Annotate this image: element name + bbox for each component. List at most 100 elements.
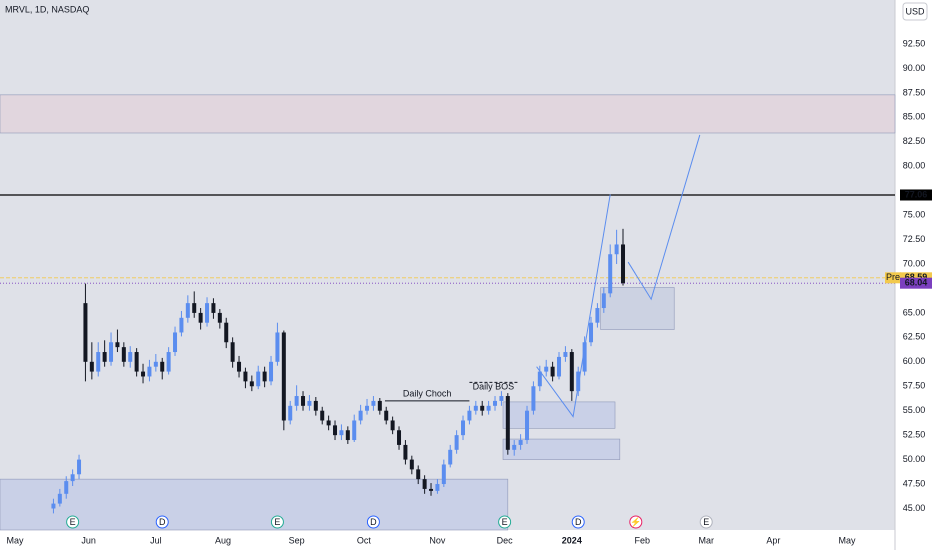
y-tick-label: 57.50 xyxy=(903,381,926,391)
candle-body xyxy=(390,420,395,431)
candle-body xyxy=(121,347,126,362)
x-tick-label: Oct xyxy=(357,535,372,545)
candle-body xyxy=(51,503,56,509)
candle-body xyxy=(377,400,382,411)
candle-body xyxy=(249,381,254,387)
y-tick-label: 82.50 xyxy=(903,136,926,146)
candle-body xyxy=(173,332,178,353)
x-tick-label: Nov xyxy=(429,535,446,545)
price-badge-value: 68.59 xyxy=(905,272,928,282)
candle-body xyxy=(64,481,69,494)
candle-body xyxy=(128,352,133,362)
candle-body xyxy=(96,352,101,372)
candle-body xyxy=(505,396,510,450)
candle-body xyxy=(582,342,587,372)
event-marker xyxy=(571,515,585,529)
badge-tag xyxy=(885,272,901,284)
candle-body xyxy=(429,488,434,491)
x-tick-label: Feb xyxy=(634,535,650,545)
structure-label: Daily BOS xyxy=(473,382,515,392)
plot-background xyxy=(0,0,895,530)
candle-body xyxy=(326,420,331,426)
x-tick-label: May xyxy=(838,535,856,545)
candle-body xyxy=(589,322,594,343)
candle-body xyxy=(493,400,498,406)
candle-body xyxy=(192,303,197,313)
candle-body xyxy=(237,361,242,372)
candle-body xyxy=(77,459,82,475)
event-label: E xyxy=(70,517,76,527)
candle-body xyxy=(294,396,299,406)
candle-body xyxy=(166,352,171,372)
candle-body xyxy=(416,469,421,480)
candle-body xyxy=(262,371,267,382)
x-tick-label: Dec xyxy=(497,535,514,545)
y-tick-label: 62.50 xyxy=(903,332,926,342)
candle-body xyxy=(409,459,414,470)
y-tick-label: 55.00 xyxy=(903,405,926,415)
candle-body xyxy=(83,303,88,362)
currency-box[interactable] xyxy=(902,2,928,21)
y-tick-label: 45.00 xyxy=(903,503,926,513)
candle-body xyxy=(435,484,440,491)
candle-body xyxy=(160,361,165,372)
candle-body xyxy=(601,293,606,309)
candle-body xyxy=(230,342,235,362)
x-tick-label: 2024 xyxy=(562,535,582,545)
candle-body xyxy=(345,430,350,441)
candle-body xyxy=(352,420,357,441)
candle-body xyxy=(109,342,114,362)
candle-body xyxy=(288,405,293,421)
candle-body xyxy=(205,303,210,323)
y-tick-label: 47.50 xyxy=(903,478,926,488)
y-tick-label: 85.00 xyxy=(903,112,926,122)
currency: USD xyxy=(905,6,925,16)
x-tick-label: Sep xyxy=(289,535,305,545)
y-tick-label: 70.00 xyxy=(903,258,926,268)
candle-body xyxy=(217,312,222,323)
candle-body xyxy=(141,371,146,377)
candle-body xyxy=(115,342,120,348)
candle-body xyxy=(224,322,229,343)
time-axis xyxy=(0,530,895,550)
event-marker xyxy=(155,515,169,529)
candle-body xyxy=(269,361,274,382)
badge-tag-label: Pre xyxy=(886,272,900,282)
candle-body xyxy=(89,361,94,372)
candle-body xyxy=(563,352,568,357)
zone xyxy=(502,401,616,429)
symbol-title: MRVL, 1D, NASDAQ xyxy=(5,4,89,14)
candle-body xyxy=(70,474,75,482)
candle-body xyxy=(608,254,613,294)
event-marker xyxy=(366,515,380,529)
candle-body xyxy=(320,410,325,421)
x-tick-label: Jul xyxy=(150,535,162,545)
zone xyxy=(600,287,675,330)
event-label: E xyxy=(274,517,280,527)
candle-body xyxy=(102,352,107,362)
event-marker xyxy=(498,515,512,529)
candle-body xyxy=(384,410,389,421)
candle-body xyxy=(557,356,562,377)
y-tick-label: 87.50 xyxy=(903,87,926,97)
candle-body xyxy=(313,400,318,411)
event-label: E xyxy=(502,517,508,527)
candle-body xyxy=(621,244,626,284)
y-tick-label: 75.00 xyxy=(903,210,926,220)
y-tick-label: 50.00 xyxy=(903,454,926,464)
candle-body xyxy=(544,366,549,372)
event-label: E xyxy=(703,517,709,527)
event-marker xyxy=(270,515,284,529)
candle-body xyxy=(480,405,485,411)
y-tick-label: 72.50 xyxy=(903,234,926,244)
projection-path xyxy=(536,194,611,418)
candle-body xyxy=(422,479,427,489)
candle-body xyxy=(525,410,530,441)
candle-body xyxy=(358,410,363,421)
candle-body xyxy=(147,366,152,377)
x-tick-label: Mar xyxy=(698,535,714,545)
candle-body xyxy=(403,444,408,460)
candle-body xyxy=(461,420,466,436)
event-marker xyxy=(629,515,643,529)
